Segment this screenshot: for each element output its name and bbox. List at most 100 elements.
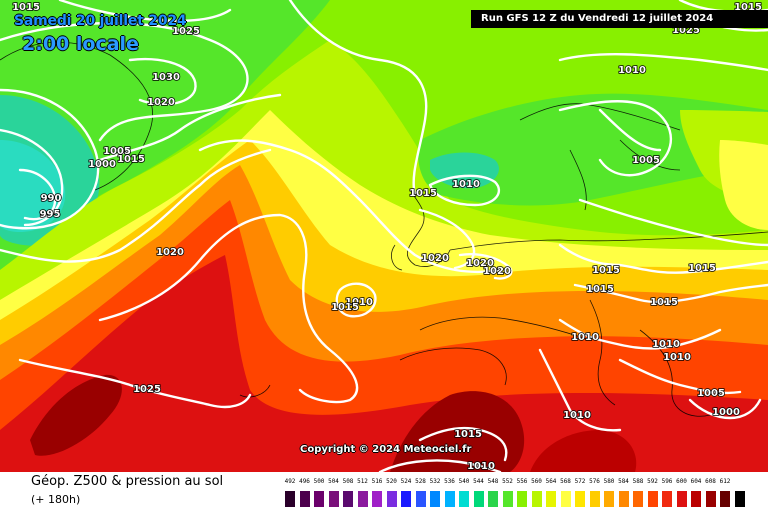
- forecast-time: 2:00 locale: [22, 33, 139, 55]
- scale-swatch: [472, 490, 485, 508]
- scale-value-label: 556: [516, 478, 528, 485]
- scale-value-label: 500: [313, 478, 325, 485]
- scale-swatch: [487, 490, 499, 508]
- isobars: [0, 0, 768, 472]
- scale-value-label: 528: [415, 478, 426, 485]
- pressure-label: 1015: [12, 2, 40, 13]
- scale-swatch: [342, 490, 354, 508]
- pressure-label: 1010: [618, 65, 646, 76]
- scale-swatch: [443, 490, 456, 508]
- scale-swatch: [501, 490, 514, 508]
- pressure-label: 1030: [152, 72, 180, 83]
- scale-value-label: 536: [444, 478, 455, 485]
- pressure-label: 1020: [466, 258, 494, 269]
- pressure-label: 1025: [172, 26, 200, 37]
- scale-swatch: [733, 490, 746, 508]
- pressure-label: 1020: [147, 97, 175, 108]
- weather-map: 1015 1015 1025 1025 1030 1020 1010 1005 1000 1015…: [0, 0, 768, 472]
- pressure-label: 1015: [592, 265, 620, 276]
- pressure-label: 1025: [133, 384, 161, 395]
- scale-value-label: 604: [690, 478, 702, 485]
- pressure-label: 1010: [652, 339, 680, 350]
- pressure-label: 1015: [454, 429, 482, 440]
- scale-value-label: 600: [676, 478, 687, 485]
- pressure-label: 1015: [650, 297, 678, 308]
- pressure-label: 1015: [117, 154, 145, 165]
- pressure-label: 1000: [88, 159, 116, 170]
- forecast-date: Samedi 20 juillet 2024: [14, 13, 187, 29]
- pressure-label: 1010: [467, 461, 495, 472]
- scale-swatch: [719, 490, 731, 508]
- scale-value-label: 512: [357, 478, 368, 485]
- pressure-label: 1010: [452, 179, 480, 190]
- pressure-label: 1010: [345, 297, 373, 308]
- pressure-label: 1015: [331, 302, 359, 313]
- pressure-label: 1015: [409, 188, 437, 199]
- scale-swatch: [516, 490, 528, 508]
- scale-swatch: [559, 490, 572, 508]
- scale-value-label: 544: [473, 478, 484, 485]
- scale-value-label: 576: [589, 478, 600, 485]
- color-scale: 492 496 500 504 508 512 516 520 524 528 532 536 540 5…: [284, 478, 752, 510]
- copyright-text: Copyright © 2024 Meteociel.fr: [300, 444, 472, 455]
- scale-value-label: 508: [342, 478, 354, 485]
- scale-value-label: 504: [328, 478, 339, 485]
- scale-swatch: [603, 490, 615, 508]
- scale-value-label: 608: [705, 478, 716, 485]
- scale-swatch: [661, 490, 673, 508]
- scale-swatch: [704, 490, 717, 508]
- scale-swatch: [632, 490, 644, 508]
- pressure-label: 1015: [688, 263, 716, 274]
- scale-value-label: 612: [719, 478, 731, 485]
- scale-swatch: [400, 490, 412, 508]
- pressure-label: 1010: [663, 352, 691, 363]
- scale-value-label: 492: [284, 478, 296, 485]
- scale-swatch: [356, 490, 369, 508]
- pressure-label: 1020: [483, 266, 511, 277]
- scale-swatch: [458, 490, 470, 508]
- scale-swatch: [675, 490, 688, 508]
- pressure-label: 995: [40, 209, 61, 220]
- scale-value-label: 520: [386, 478, 397, 485]
- pressure-label: 1015: [586, 284, 614, 295]
- scale-value-label: 596: [661, 478, 673, 485]
- scale-value-label: 540: [458, 478, 470, 485]
- pressure-label: 1005: [632, 155, 660, 166]
- scale-value-label: 532: [429, 478, 441, 485]
- pressure-label: 1010: [571, 332, 599, 343]
- scale-value-label: 552: [502, 478, 513, 485]
- scale-value-label: 592: [647, 478, 658, 485]
- legend-subtitle: (+ 180h): [31, 493, 81, 506]
- pressure-label: 1020: [421, 253, 449, 264]
- scale-value-label: 584: [618, 478, 629, 485]
- scale-swatch: [574, 490, 586, 508]
- scale-value-label: 564: [545, 478, 557, 485]
- pressure-label: 1005: [697, 388, 725, 399]
- pressure-label: 1020: [156, 247, 184, 258]
- scale-value-label: 588: [632, 478, 644, 485]
- scale-value-label: 580: [603, 478, 615, 485]
- scale-value-label: 568: [560, 478, 571, 485]
- scale-swatch: [313, 490, 325, 508]
- scale-value-label: 516: [371, 478, 383, 485]
- pressure-label: 1010: [563, 410, 591, 421]
- scale-swatch: [646, 490, 659, 508]
- scale-swatch: [371, 490, 383, 508]
- scale-value-label: 496: [299, 478, 310, 485]
- scale-value-label: 560: [531, 478, 542, 485]
- scale-swatch: [690, 490, 702, 508]
- scale-swatch: [617, 490, 630, 508]
- run-banner: Run GFS 12 Z du Vendredi 12 juillet 2024: [471, 10, 768, 28]
- scale-swatch: [298, 490, 311, 508]
- pressure-label: 1000: [712, 407, 740, 418]
- scale-swatch: [545, 490, 557, 508]
- scale-swatch: [284, 490, 296, 508]
- scale-swatch: [429, 490, 441, 508]
- scale-value-label: 524: [400, 478, 412, 485]
- scale-swatch: [385, 490, 398, 508]
- scale-swatch: [414, 490, 427, 508]
- scale-swatch: [588, 490, 601, 508]
- pressure-label: 1005: [103, 146, 131, 157]
